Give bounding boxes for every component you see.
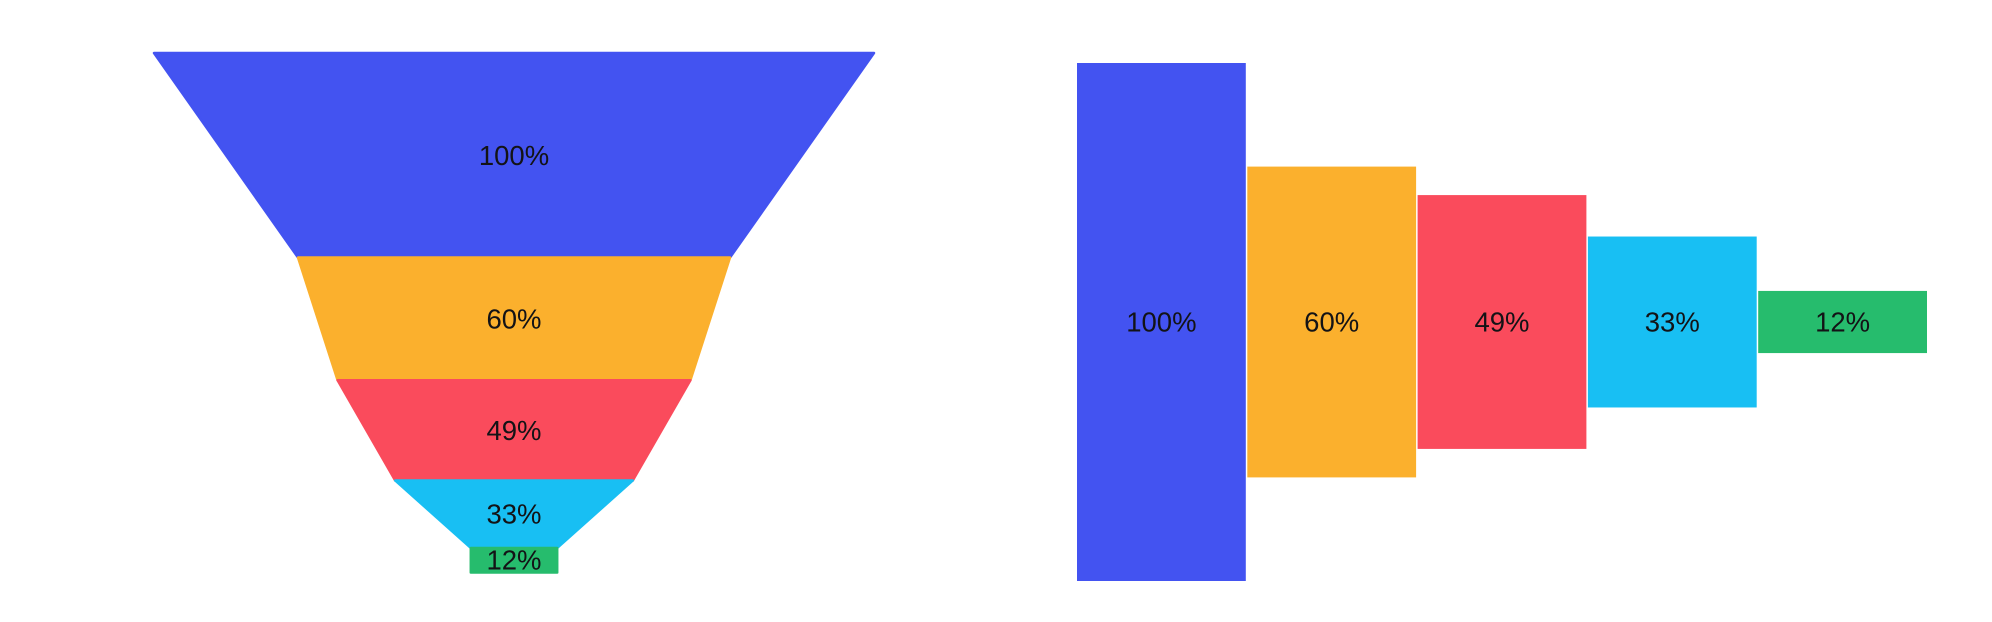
funnel-bar-label-100pct: 100% (1126, 307, 1196, 338)
funnel-bar-100pct[interactable] (1077, 63, 1246, 581)
funnel-segment-label-49pct: 49% (486, 415, 541, 446)
funnel-segment-label-60pct: 60% (486, 303, 541, 334)
funnel-segment-label-33pct: 33% (486, 499, 541, 530)
funnel-bar-12pct[interactable] (1758, 290, 1927, 354)
funnel-bar-label-60pct: 60% (1304, 307, 1359, 338)
horizontal-funnel-chart: 100% 60% 49% 33% 12% (1077, 63, 1927, 581)
funnel-segment-label-12pct: 12% (486, 545, 541, 576)
funnel-bar-label-49pct: 49% (1474, 307, 1529, 338)
vertical-funnel-chart: 100% 60% 49% 33% 12% (152, 51, 876, 576)
funnel-bar-60pct[interactable] (1247, 166, 1417, 478)
funnel-bar-label-33pct: 33% (1645, 307, 1700, 338)
funnel-bar-33pct[interactable] (1587, 236, 1757, 408)
funnel-bar-label-12pct: 12% (1815, 307, 1870, 338)
funnel-segment-label-100pct: 100% (479, 140, 549, 171)
funnel-segment-12pct[interactable] (469, 546, 559, 574)
funnel-bar-49pct[interactable] (1417, 195, 1587, 449)
